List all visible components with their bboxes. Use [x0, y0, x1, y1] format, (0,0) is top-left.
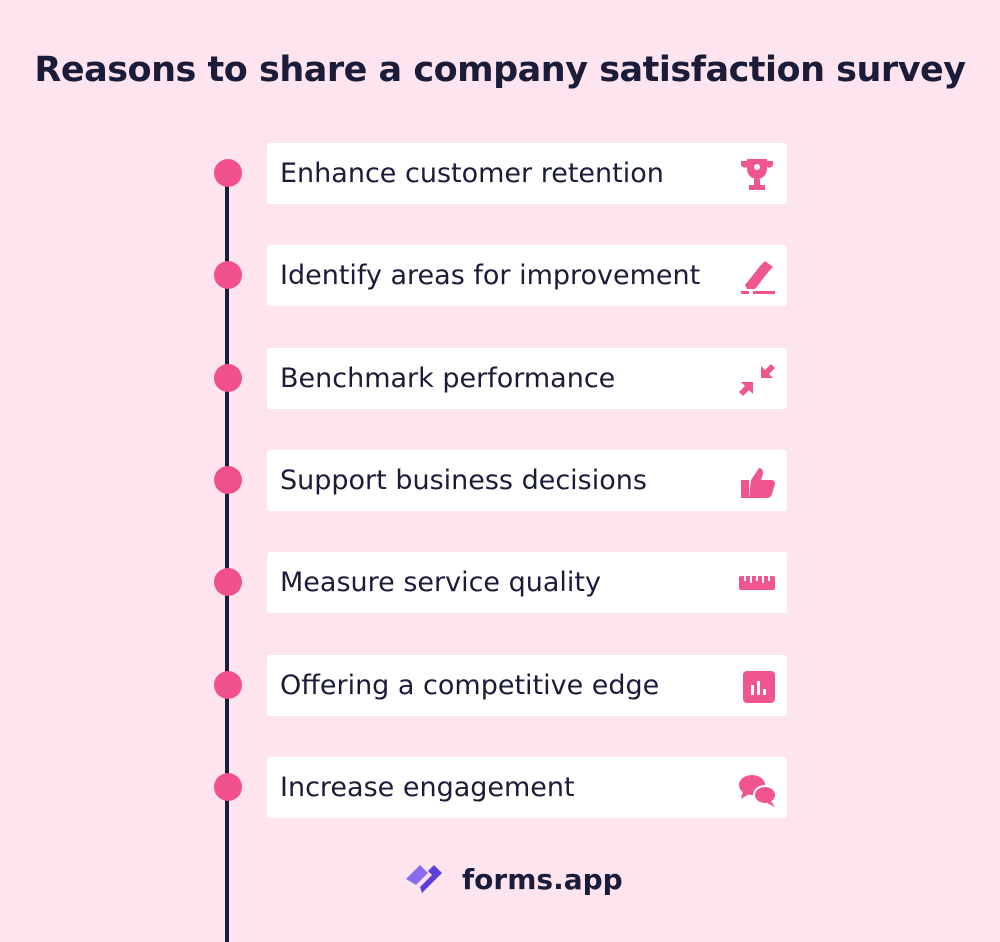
- reason-icon: [741, 467, 775, 498]
- reason-icon: [741, 159, 773, 190]
- reason-card: Benchmark performance: [267, 347, 787, 409]
- timeline-dot: [214, 772, 242, 801]
- reason-card: Measure service quality: [267, 552, 787, 614]
- reason-icon: [739, 774, 777, 807]
- reason-label: Identify areas for improvement: [280, 260, 701, 292]
- timeline-dot: [214, 670, 242, 699]
- brand-logo: [406, 865, 442, 893]
- reason-label: Support business decisions: [280, 464, 647, 496]
- brand: forms.app: [402, 858, 623, 900]
- timeline-dot: [214, 465, 242, 494]
- timeline-dot: [214, 261, 242, 290]
- timeline-rail: [225, 172, 229, 942]
- timeline-dot: [214, 159, 242, 187]
- reason-label: Increase engagement: [280, 771, 575, 803]
- reason-label: Benchmark performance: [280, 362, 616, 394]
- reason-icon: [739, 363, 775, 396]
- reason-card: Support business decisions: [267, 449, 787, 511]
- reason-label: Enhance customer retention: [280, 158, 664, 189]
- reason-card: Identify areas for improvement: [267, 245, 787, 307]
- reason-label: Measure service quality: [280, 567, 601, 599]
- reason-card: Increase engagement: [267, 756, 787, 818]
- reason-card: Enhance customer retention: [267, 143, 787, 204]
- reason-icon: [743, 670, 775, 703]
- brand-name: forms.app: [462, 862, 623, 896]
- reason-icon: [741, 261, 775, 295]
- reason-label: Offering a competitive edge: [280, 669, 660, 701]
- title: Reasons to share a company satisfaction …: [34, 50, 966, 90]
- reason-card: Offering a competitive edge: [267, 654, 787, 716]
- timeline-dot: [214, 568, 242, 597]
- timeline-dot: [214, 363, 242, 392]
- reason-icon: [739, 576, 775, 591]
